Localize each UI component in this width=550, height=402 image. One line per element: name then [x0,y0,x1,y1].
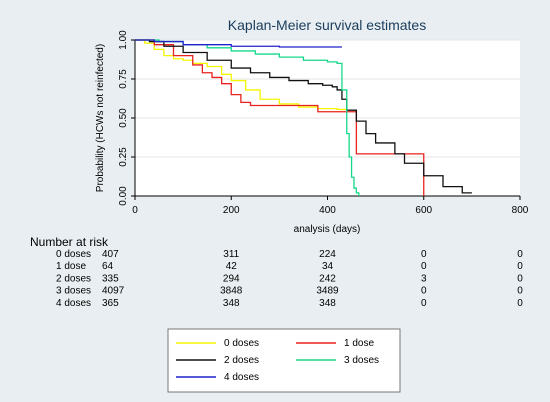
risk-cell: 294 [223,273,240,284]
x-tick-label: 400 [319,205,336,216]
risk-table-header: Number at risk [30,235,109,249]
x-tick-label: 600 [415,205,432,216]
risk-row-label: 2 doses [56,273,91,284]
y-tick-label: 0.75 [118,69,129,89]
risk-cell: 0 [421,249,427,260]
risk-cell: 42 [226,261,238,272]
risk-cell: 0 [421,286,427,297]
series-line-0-doses [135,39,347,111]
y-tick-label: 0.25 [118,147,129,167]
y-tick-label: 0.00 [118,186,129,206]
risk-cell: 365 [102,298,119,309]
risk-cell: 3 [421,273,427,284]
risk-cell: 4097 [102,286,125,297]
risk-cell: 0 [517,249,523,260]
risk-cell: 0 [517,273,523,284]
risk-cell: 242 [319,273,336,284]
risk-cell: 311 [223,249,239,260]
risk-cell: 3848 [220,286,243,297]
axes: 0.00 0.25 0.50 0.75 1.00 0 200 400 600 800 [118,30,529,216]
risk-cell: 348 [319,298,336,309]
legend: 0 doses 1 dose 2 doses 3 doses 4 doses [176,338,379,383]
risk-cell: 3489 [316,286,339,297]
risk-cell: 0 [517,286,523,297]
risk-table: Number at risk 0 doses 407 311 224 0 01 dose 6… [30,235,523,309]
series-line-4-doses [135,39,342,48]
x-tick-label: 200 [223,205,240,216]
legend-label-0-doses: 0 doses [224,338,259,349]
legend-label-1-dose: 1 dose [344,338,374,349]
chart-title: Kaplan-Meier survival estimates [228,17,426,33]
risk-cell: 224 [319,249,336,260]
risk-cell: 407 [102,249,119,260]
risk-cell: 0 [421,298,427,309]
legend-label-3-doses: 3 doses [344,355,379,366]
risk-cell: 0 [517,261,523,272]
y-axis-label: Probability (HCWs not reinfected) [95,44,106,192]
risk-cell: 0 [517,298,523,309]
y-tick-label: 0.50 [118,108,129,128]
series-line-2-doses [135,39,472,194]
x-tick-label: 0 [132,205,138,216]
risk-cell: 335 [102,273,119,284]
series-line-3-doses [135,39,360,196]
risk-row-label: 1 dose [56,261,86,272]
risk-cell: 64 [102,261,114,272]
legend-label-4-doses: 4 doses [224,372,259,383]
risk-row-label: 0 doses [56,249,91,260]
risk-cell: 0 [421,261,427,272]
legend-label-2-doses: 2 doses [224,355,259,366]
risk-cell: 34 [322,261,334,272]
y-tick-label: 1.00 [118,30,129,50]
x-tick-label: 800 [512,205,529,216]
risk-row-label: 3 doses [56,286,91,297]
risk-row-label: 4 doses [56,298,91,309]
risk-cell: 348 [223,298,240,309]
series-layer [135,39,472,196]
x-axis-label: analysis (days) [294,224,361,235]
